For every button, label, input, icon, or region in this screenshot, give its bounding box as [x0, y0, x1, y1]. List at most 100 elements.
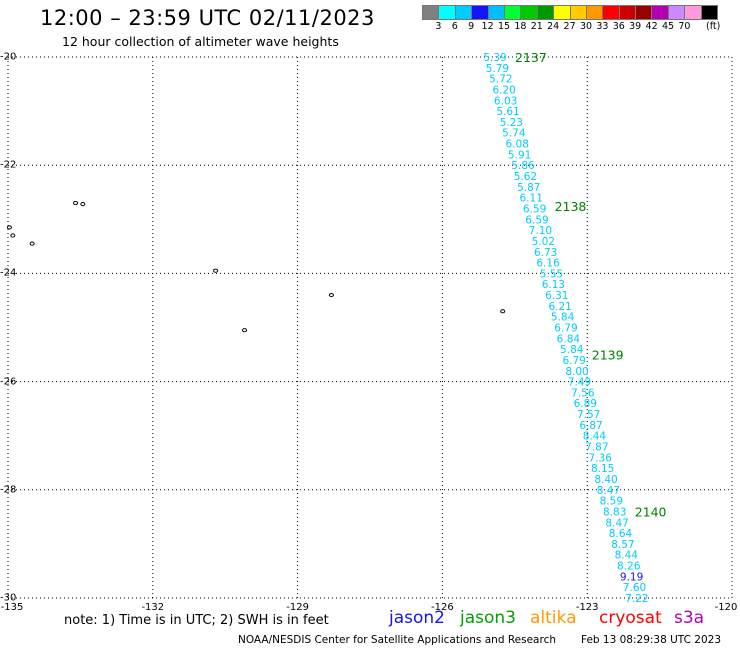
- satellite-name: jason3: [460, 608, 516, 628]
- lon-tick-label: -123: [575, 602, 599, 613]
- swh-value: 6.84: [557, 333, 581, 345]
- swh-value: 5.02: [532, 236, 555, 248]
- pass-number: 2138: [555, 199, 587, 214]
- swh-value: 8.57: [611, 539, 634, 551]
- pass-number: 2137: [515, 50, 547, 65]
- footer-credit: NOAA/NESDIS Center for Satellite Applica…: [238, 634, 556, 646]
- legend-label: 36: [612, 21, 625, 32]
- swh-color-legend: (ft) 3 6 9 12 15 18 21 24 27 30 33 36 39 42 45 70: [422, 5, 720, 33]
- lon-tick-label: -126: [431, 602, 454, 613]
- pass-number: 2139: [592, 348, 624, 363]
- legend-label: 24: [547, 21, 560, 32]
- swh-value: 5.55: [540, 268, 563, 280]
- legend-label: 33: [596, 21, 609, 32]
- swh-value: 8.26: [617, 561, 641, 573]
- island-outline: [213, 268, 219, 273]
- swh-value: 8.59: [600, 496, 623, 508]
- legend-label: 30: [579, 21, 593, 32]
- swh-value: 7.49: [568, 377, 591, 389]
- legend-label: 3: [435, 21, 442, 32]
- lat-tick-label: -28: [0, 484, 17, 496]
- legend-label: 42: [645, 21, 658, 32]
- footer-timestamp: Feb 13 08:29:38 UTC 2023: [581, 634, 721, 646]
- island-outline: [10, 233, 16, 238]
- swh-value: 5.86: [511, 160, 535, 172]
- island-outline: [6, 225, 12, 230]
- legend-unit: (ft): [706, 21, 721, 32]
- lat-tick-label: -24: [0, 267, 17, 279]
- swh-value: 7.57: [577, 409, 600, 421]
- legend-label: 9: [468, 21, 475, 32]
- satellite-name: jason2: [389, 608, 445, 628]
- island-outline: [29, 241, 35, 246]
- swh-value: 6.31: [545, 290, 568, 302]
- swh-value: 6.20: [492, 84, 515, 96]
- swh-value: 5.84: [560, 344, 584, 356]
- legend-label: 6: [451, 21, 458, 32]
- swh-value: 6.89: [574, 398, 597, 410]
- swh-value: 6.13: [542, 279, 565, 291]
- lon-tick-label: -129: [286, 602, 309, 613]
- swh-value: 5.39: [483, 52, 506, 64]
- swh-value: 6.11: [520, 193, 543, 205]
- satellite-name: s3a: [674, 608, 705, 628]
- lon-tick-label: -120: [714, 602, 738, 613]
- swh-value: 5.79: [486, 63, 509, 75]
- swh-value: 8.40: [594, 474, 617, 486]
- swh-value: 5.61: [496, 106, 519, 118]
- swh-value: 5.84: [551, 312, 575, 324]
- swh-value: 5.74: [502, 128, 526, 140]
- swh-value: 8.44: [615, 550, 639, 562]
- swh-value: 5.87: [517, 182, 540, 194]
- legend-label: 27: [563, 21, 576, 32]
- island-outline: [500, 309, 506, 314]
- satellite-name: altika: [530, 608, 577, 628]
- swh-value: 6.59: [525, 214, 548, 226]
- swh-value: 7.10: [529, 225, 552, 237]
- legend-swatch-row: [422, 5, 719, 20]
- swh-value: 6.87: [579, 420, 602, 432]
- swh-value: 7.87: [585, 442, 608, 454]
- swh-value: 7.56: [571, 387, 595, 399]
- lat-tick-label: -26: [0, 376, 17, 388]
- swh-value: 8.64: [609, 528, 633, 540]
- satellite-name: cryosat: [599, 608, 662, 628]
- legend-label: 12: [481, 21, 494, 32]
- swh-value: 5.91: [508, 149, 531, 161]
- swh-value: 9.19: [620, 571, 643, 583]
- swh-value: 6.08: [506, 139, 529, 151]
- swh-value: 8.83: [603, 506, 626, 518]
- swh-value: 6.16: [536, 258, 560, 270]
- lon-tick-label: -135: [0, 602, 24, 613]
- legend-label-row: (ft) 3 6 9 12 15 18 21 24 27 30 33 36 39 42 45 70: [422, 20, 720, 33]
- swh-value: 5.23: [500, 117, 523, 129]
- legend-label: 18: [514, 21, 527, 32]
- units-note: note: 1) Time is in UTC; 2) SWH is in fe…: [64, 613, 329, 628]
- pass-number: 2140: [635, 504, 667, 519]
- island-outline: [328, 292, 334, 298]
- map-subtitle: 12 hour collection of altimeter wave hei…: [62, 34, 339, 49]
- swh-value: 6.59: [523, 203, 546, 215]
- lon-tick-label: -132: [141, 602, 165, 613]
- lat-tick-label: -30: [0, 592, 17, 604]
- swh-value: 6.79: [554, 323, 577, 335]
- swh-value: 6.21: [548, 301, 571, 313]
- swh-value: 8.47: [605, 517, 628, 529]
- swh-value: 7.60: [623, 582, 646, 594]
- island-outline: [73, 200, 79, 206]
- island-outline: [242, 328, 248, 333]
- swh-value: 7.36: [589, 452, 613, 464]
- island-outline: [80, 202, 86, 207]
- legend-label: 39: [629, 21, 642, 32]
- legend-label: 21: [530, 21, 543, 32]
- swh-value: 6.03: [494, 95, 517, 107]
- swh-value: 8.15: [591, 463, 614, 475]
- swh-value: 5.62: [514, 171, 537, 183]
- legend-label: 70: [678, 21, 691, 32]
- swh-value: 8.47: [597, 485, 620, 497]
- legend-label: 45: [661, 21, 675, 32]
- swh-value: 8.00: [565, 366, 588, 378]
- swh-value: 6.73: [534, 247, 557, 259]
- legend-label: 15: [497, 21, 511, 32]
